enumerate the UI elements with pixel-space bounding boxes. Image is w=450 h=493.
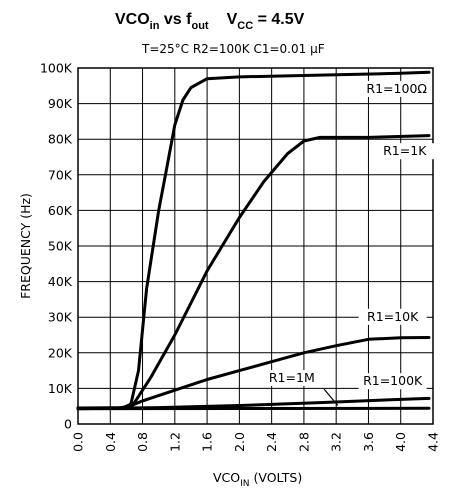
y-tick-labels: 0 10K 20K 30K 40K 50K 60K 70K 80K 90K 100K: [40, 61, 73, 432]
y-tick-label: 100K: [40, 61, 73, 76]
series-labels: R1=100Ω R1=1K R1=10K R1=1M R1=100K: [257, 80, 439, 406]
y-tick-label: 60K: [48, 203, 73, 218]
grid-layer: [77, 67, 434, 425]
series-label: R1=10K: [367, 309, 419, 324]
series-label: R1=1K: [383, 143, 427, 158]
x-tick-label: 0.8: [135, 432, 150, 452]
chart-title: VCOin vs fout VCC = 4.5V: [115, 11, 305, 32]
series-label-bg: [358, 308, 427, 325]
x-tick-label: 1.2: [167, 432, 182, 452]
x-tick-label: 4.4: [426, 432, 441, 452]
series-label: R1=1M: [269, 370, 315, 385]
y-tick-label: 0: [64, 417, 72, 432]
y-tick-label: 80K: [48, 132, 73, 147]
y-tick-label: 20K: [48, 345, 73, 360]
y-axis-label: FREQUENCY (Hz): [18, 193, 33, 299]
x-tick-label: 4.0: [393, 432, 408, 452]
x-tick-label: 2.8: [296, 432, 311, 452]
chart-conditions: T=25°C R2=100K C1=0.01 μF: [141, 42, 325, 56]
y-tick-label: 70K: [48, 167, 73, 182]
x-tick-label: 3.6: [361, 432, 376, 452]
series-label-bg: [370, 143, 439, 160]
y-tick-label: 10K: [48, 381, 73, 396]
y-tick-label: 50K: [48, 239, 73, 254]
leader-line: [323, 388, 339, 406]
series-label-bg: [362, 80, 431, 97]
y-tick-label: 90K: [48, 96, 73, 111]
series-line: [76, 336, 431, 410]
curve-layer: [76, 70, 431, 411]
series-label: R1=100Ω: [366, 81, 427, 96]
x-tick-label: 2.0: [232, 432, 247, 452]
x-tick-label: 0.0: [71, 432, 86, 452]
plot-frame: [77, 67, 434, 425]
series-line: [76, 134, 431, 410]
series-label-bg: [257, 369, 326, 386]
x-tick-label: 1.6: [200, 432, 215, 452]
series-line: [76, 70, 431, 410]
x-tick-label: 2.4: [264, 432, 279, 452]
x-tick-label: 3.2: [329, 432, 344, 452]
x-tick-labels: 0.0 0.4 0.8 1.2 1.6 2.0 2.4 2.8 3.2 3.6 4.0 4.4: [71, 432, 441, 452]
x-axis-label: VCOIN (VOLTS): [213, 470, 302, 489]
series-label-bg: [358, 373, 427, 390]
series-label: R1=100K: [363, 373, 423, 388]
y-tick-label: 30K: [48, 310, 73, 325]
y-tick-label: 40K: [48, 274, 73, 289]
x-tick-label: 0.4: [103, 432, 118, 452]
